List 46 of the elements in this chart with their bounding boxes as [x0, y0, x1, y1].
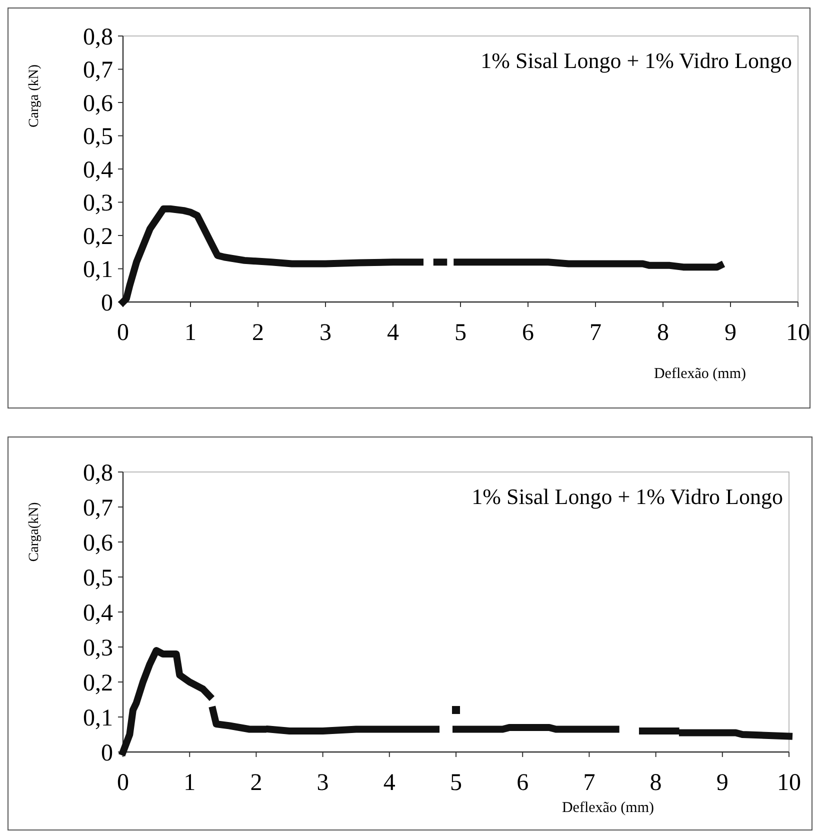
y-tick-label: 0,7 — [83, 495, 113, 522]
y-tick-label: 0,3 — [83, 635, 113, 662]
y-tick-label: 0,1 — [83, 257, 113, 284]
x-tick-label: 10 — [777, 770, 801, 796]
y-tick-label: 0,8 — [83, 460, 113, 486]
x-tick-label: 1 — [184, 770, 196, 796]
y-tick-label: 0 — [101, 740, 113, 766]
x-tick-label: 3 — [316, 770, 329, 796]
x-tick-label: 8 — [650, 770, 662, 796]
y-tick-label: 0,4 — [83, 600, 113, 626]
y-tick-label: 0,6 — [83, 90, 113, 117]
x-tick-label: 2 — [252, 320, 264, 346]
y-tick-label: 0,2 — [83, 670, 113, 696]
y-tick-label: 0,1 — [83, 705, 113, 732]
y-tick-label: 0,6 — [83, 530, 113, 556]
y-axis-title: Carga(kN) — [27, 502, 42, 562]
x-tick-label: 1 — [184, 320, 196, 346]
y-tick-label: 0,2 — [83, 224, 113, 250]
y-tick-label: 0,8 — [83, 24, 113, 50]
y-tick-label: 0,7 — [83, 58, 113, 84]
x-tick-label: 8 — [657, 320, 669, 346]
x-tick-label: 2 — [250, 770, 262, 796]
y-tick-label: 0,5 — [83, 124, 113, 150]
x-tick-label: 9 — [716, 770, 728, 796]
x-axis-title: Deflexão (mm) — [562, 800, 654, 816]
y-tick-label: 0,4 — [83, 157, 113, 184]
x-tick-label: 4 — [383, 770, 396, 796]
x-tick-label: 7 — [583, 770, 596, 796]
x-tick-label: 5 — [450, 770, 462, 796]
x-tick-label: 6 — [522, 320, 534, 346]
x-tick-label: 3 — [320, 320, 332, 346]
x-tick-label: 10 — [786, 320, 810, 346]
annotation: 1% Sisal Longo + 1% Vidro Longo — [480, 48, 792, 73]
y-axis-title: Carga (kN) — [27, 64, 42, 128]
annotation: 1% Sisal Longo + 1% Vidro Longo — [472, 484, 783, 509]
x-tick-label: 0 — [117, 770, 129, 796]
x-tick-label: 5 — [454, 320, 466, 346]
x-tick-label: 9 — [724, 320, 736, 346]
y-tick-label: 0 — [101, 290, 113, 316]
x-tick-label: 0 — [117, 320, 129, 346]
x-axis-title: Deflexão (mm) — [654, 366, 746, 382]
y-tick-label: 0,3 — [83, 190, 113, 217]
x-tick-label: 4 — [387, 320, 399, 346]
y-tick-label: 0,5 — [83, 565, 113, 592]
x-tick-label: 6 — [516, 770, 529, 796]
x-tick-label: 7 — [590, 320, 602, 346]
